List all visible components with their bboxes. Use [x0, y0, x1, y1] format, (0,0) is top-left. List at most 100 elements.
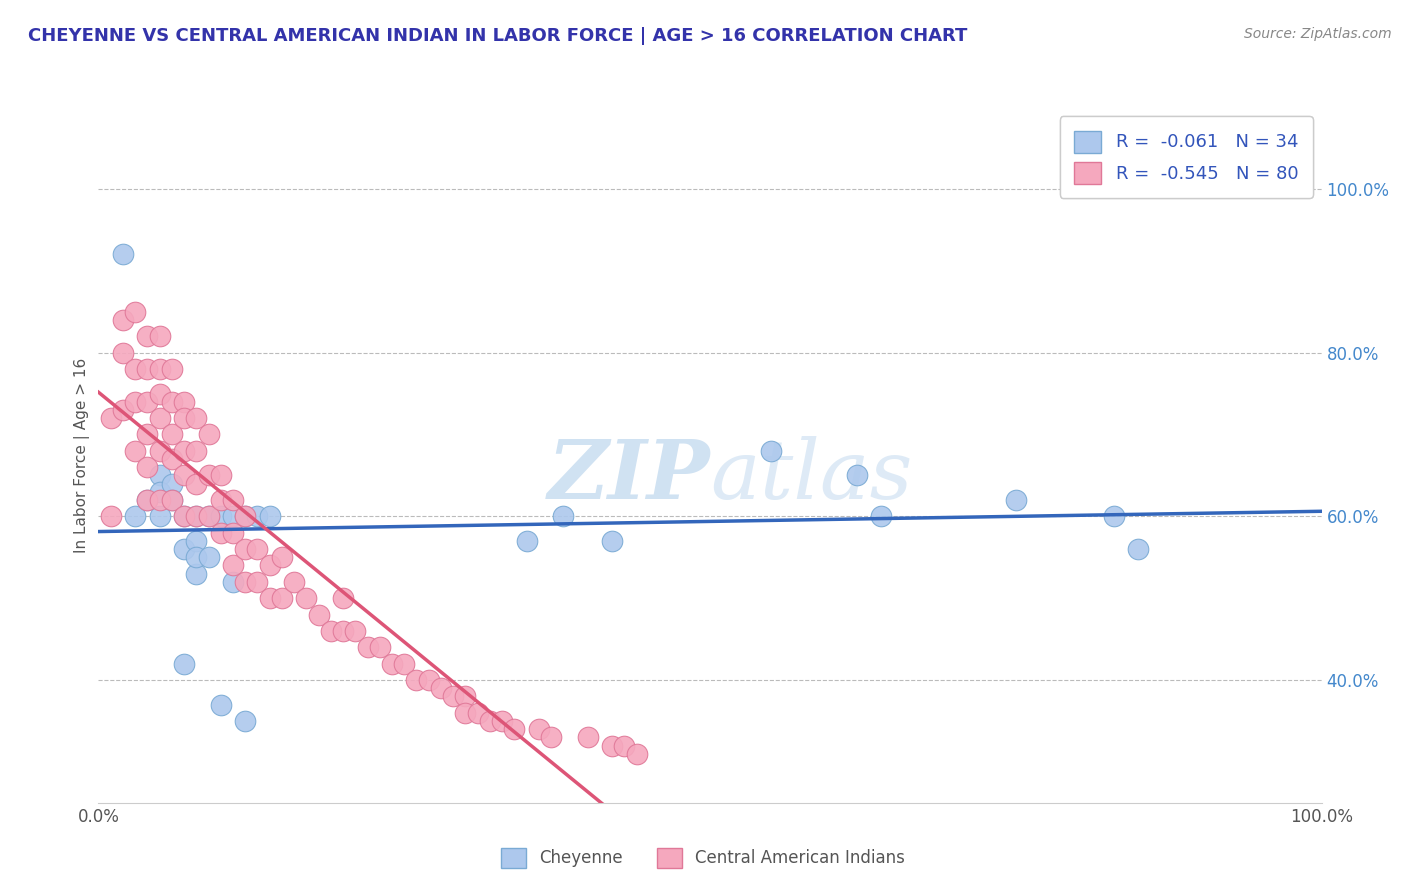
Point: [553, 509, 575, 524]
Point: [233, 574, 256, 589]
Point: [209, 525, 232, 540]
Point: [136, 492, 159, 507]
Point: [576, 731, 599, 745]
Point: [259, 591, 281, 606]
Point: [160, 492, 183, 507]
Point: [186, 411, 208, 425]
Point: [197, 550, 219, 565]
Point: [197, 427, 219, 442]
Point: [124, 443, 146, 458]
Point: [173, 657, 195, 671]
Point: [600, 533, 623, 548]
Point: [149, 468, 172, 483]
Point: [124, 304, 146, 318]
Point: [1102, 509, 1125, 524]
Point: [173, 394, 195, 409]
Point: [491, 714, 513, 728]
Point: [111, 247, 134, 261]
Point: [259, 509, 281, 524]
Point: [186, 550, 208, 565]
Point: [405, 673, 427, 687]
Point: [222, 558, 245, 573]
Point: [246, 509, 269, 524]
Point: [173, 411, 195, 425]
Point: [100, 509, 122, 524]
Point: [222, 509, 245, 524]
Text: Source: ZipAtlas.com: Source: ZipAtlas.com: [1244, 27, 1392, 41]
Point: [319, 624, 342, 638]
Point: [454, 706, 477, 720]
Point: [441, 690, 464, 704]
Text: CHEYENNE VS CENTRAL AMERICAN INDIAN IN LABOR FORCE | AGE > 16 CORRELATION CHART: CHEYENNE VS CENTRAL AMERICAN INDIAN IN L…: [28, 27, 967, 45]
Point: [173, 509, 195, 524]
Point: [332, 624, 354, 638]
Legend: R =  -0.061   N = 34, R =  -0.545   N = 80: R = -0.061 N = 34, R = -0.545 N = 80: [1060, 116, 1313, 198]
Point: [527, 722, 550, 736]
Point: [186, 509, 208, 524]
Point: [233, 714, 256, 728]
Point: [270, 550, 294, 565]
Point: [381, 657, 404, 671]
Point: [186, 476, 208, 491]
Point: [173, 443, 195, 458]
Legend: Cheyenne, Central American Indians: Cheyenne, Central American Indians: [495, 841, 911, 875]
Point: [111, 345, 134, 359]
Point: [136, 492, 159, 507]
Point: [295, 591, 318, 606]
Point: [136, 362, 159, 376]
Point: [246, 542, 269, 557]
Point: [173, 542, 195, 557]
Point: [160, 452, 183, 467]
Point: [186, 443, 208, 458]
Point: [136, 460, 159, 475]
Point: [454, 690, 477, 704]
Point: [845, 468, 868, 483]
Point: [870, 509, 893, 524]
Point: [136, 394, 159, 409]
Point: [626, 747, 648, 761]
Point: [1004, 492, 1026, 507]
Point: [209, 468, 232, 483]
Point: [149, 362, 172, 376]
Point: [160, 394, 183, 409]
Point: [197, 468, 219, 483]
Text: ZIP: ZIP: [547, 436, 710, 516]
Point: [100, 411, 122, 425]
Point: [111, 313, 134, 327]
Point: [149, 492, 172, 507]
Point: [124, 362, 146, 376]
Text: atlas: atlas: [710, 436, 912, 516]
Point: [149, 386, 172, 401]
Point: [467, 706, 489, 720]
Point: [124, 394, 146, 409]
Point: [270, 591, 294, 606]
Point: [246, 574, 269, 589]
Point: [233, 509, 256, 524]
Point: [540, 731, 562, 745]
Point: [186, 566, 208, 581]
Point: [344, 624, 367, 638]
Point: [173, 468, 195, 483]
Point: [418, 673, 440, 687]
Point: [308, 607, 330, 622]
Point: [222, 525, 245, 540]
Point: [136, 329, 159, 343]
Point: [233, 509, 256, 524]
Point: [222, 492, 245, 507]
Point: [186, 533, 208, 548]
Point: [233, 542, 256, 557]
Point: [515, 533, 537, 548]
Point: [430, 681, 453, 696]
Point: [111, 403, 134, 417]
Point: [332, 591, 354, 606]
Point: [197, 509, 219, 524]
Point: [149, 411, 172, 425]
Point: [209, 698, 232, 712]
Point: [186, 509, 208, 524]
Point: [149, 509, 172, 524]
Point: [124, 509, 146, 524]
Point: [160, 362, 183, 376]
Point: [503, 722, 526, 736]
Point: [149, 443, 172, 458]
Point: [761, 443, 783, 458]
